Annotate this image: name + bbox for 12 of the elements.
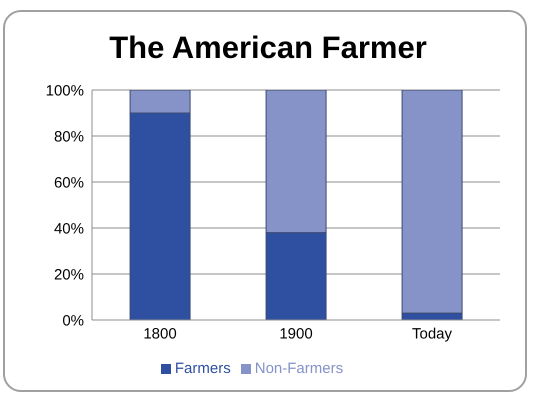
legend-label: Farmers (174, 360, 231, 377)
y-tick-label: 20% (54, 266, 84, 284)
y-tick-label: 80% (54, 128, 84, 146)
y-tick-label: 40% (54, 220, 84, 238)
y-tick-label: 100% (46, 82, 84, 100)
y-tick-label: 60% (54, 174, 84, 192)
x-tick-label: Today (412, 326, 453, 343)
legend-label: Non-Farmers (254, 360, 344, 377)
y-tick-label: 0% (62, 312, 84, 330)
x-tick-label: 1900 (279, 326, 313, 343)
chart-title: The American Farmer (108, 30, 428, 66)
x-tick-label: 1800 (143, 326, 177, 343)
